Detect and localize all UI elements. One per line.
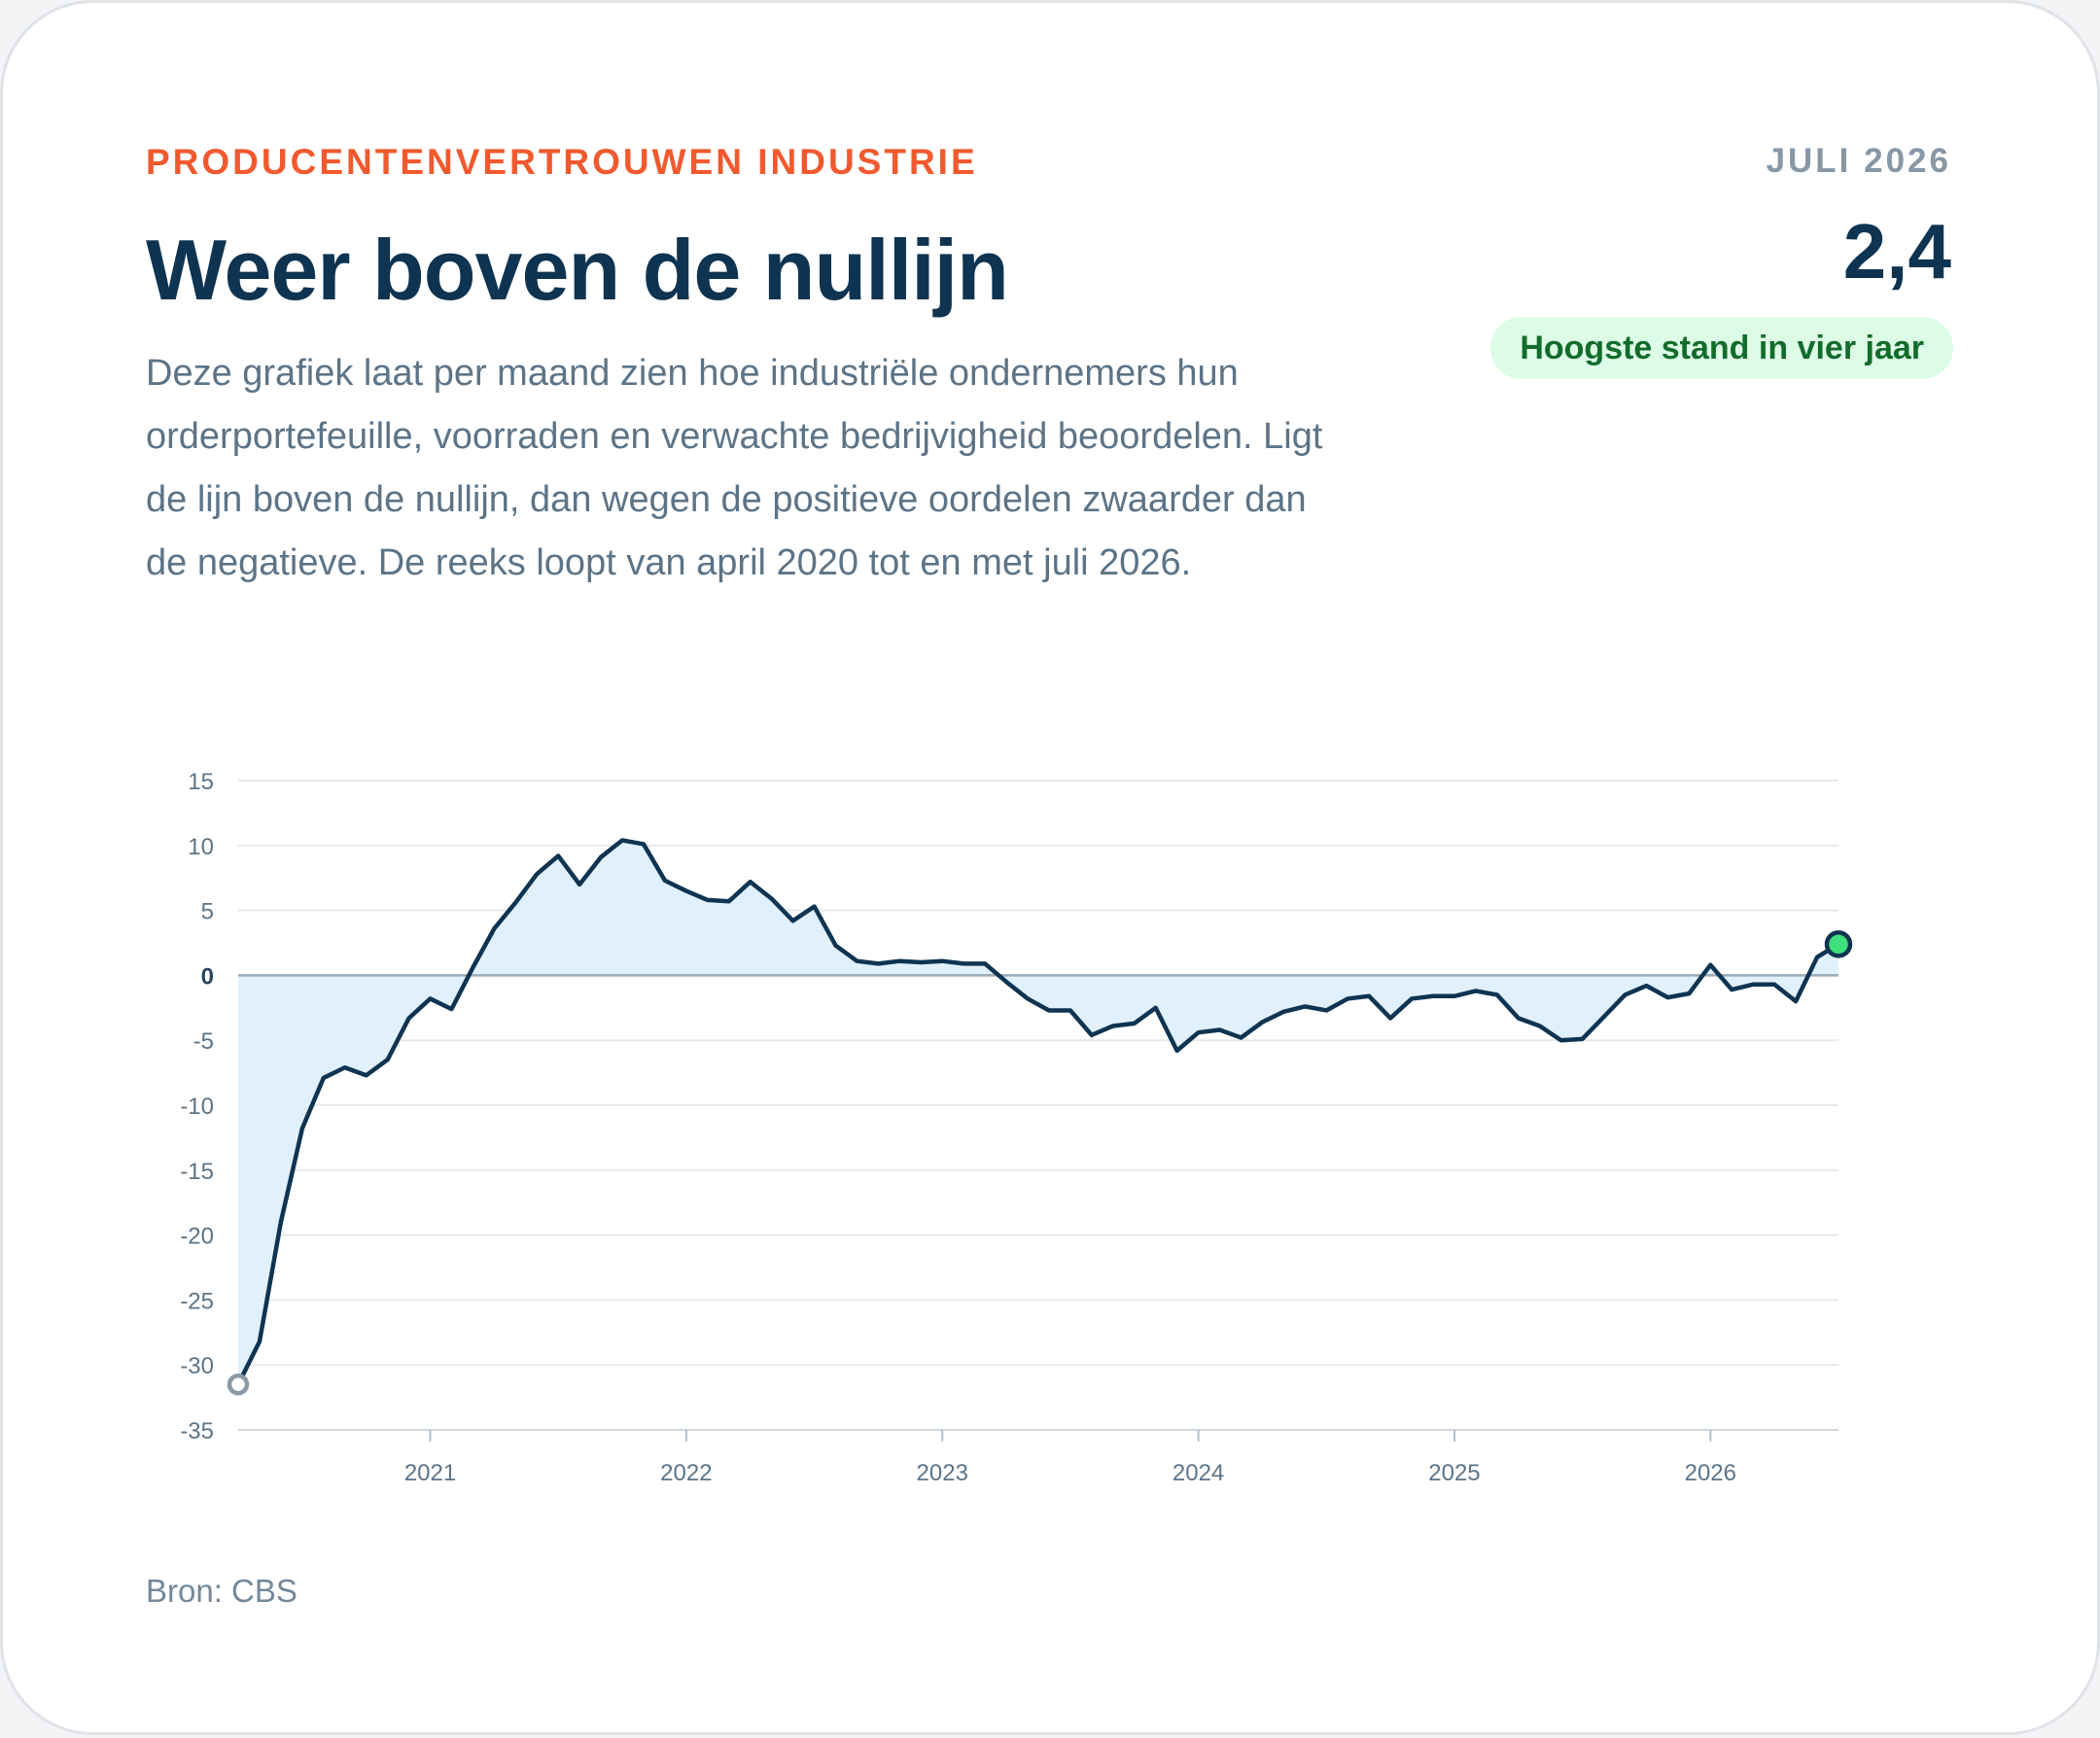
y-tick-label: -35 [180, 1418, 214, 1444]
y-tick-label: -20 [180, 1224, 214, 1250]
series-area [238, 840, 1838, 1385]
x-tick-label: 2026 [1685, 1460, 1736, 1486]
x-tick-label: 2025 [1428, 1460, 1480, 1486]
y-tick-label: 5 [201, 899, 214, 925]
series-line [235, 838, 1841, 1387]
y-tick-label: -30 [180, 1353, 214, 1379]
y-tick-label: 0 [201, 963, 214, 990]
x-tick-label: 2024 [1172, 1460, 1224, 1486]
chart-headline: Weer boven de nullijn [146, 222, 1009, 318]
line-layer [235, 838, 1841, 1387]
kpi-badge: Hoogste stand in vier jaar [1490, 317, 1953, 379]
x-axis: 2021 2022 2023 2024 2025 2026 [404, 1430, 1736, 1486]
y-tick-label: -25 [180, 1288, 214, 1314]
first-point [227, 1373, 250, 1396]
y-tick-label: -10 [180, 1094, 214, 1120]
x-tick-label: 2022 [660, 1460, 712, 1486]
x-tick-label: 2021 [404, 1460, 456, 1486]
y-tick-label: 15 [188, 769, 214, 795]
chart-description: Deze grafiek laat per maand zien hoe ind… [146, 353, 1323, 583]
data-points [227, 930, 1853, 1396]
area-layer [238, 840, 1838, 1385]
kpi-period: JULI 2026 [1766, 142, 1951, 180]
y-tick-label: -5 [193, 1028, 214, 1055]
source-note: Bron: CBS [146, 1573, 298, 1609]
x-tick-label: 2023 [917, 1460, 968, 1486]
last-point [1824, 930, 1853, 958]
chart-eyebrow: PRODUCENTENVERTROUWEN INDUSTRIE [146, 142, 978, 182]
y-tick-label: -15 [180, 1159, 214, 1185]
y-axis: 15 10 5 0 -5 -10 -15 -20 -25 -30 -35 [180, 769, 214, 1444]
kpi-value: 2,4 [1842, 208, 1951, 295]
y-tick-label: 10 [188, 834, 214, 860]
grid-layer [238, 780, 1838, 1431]
